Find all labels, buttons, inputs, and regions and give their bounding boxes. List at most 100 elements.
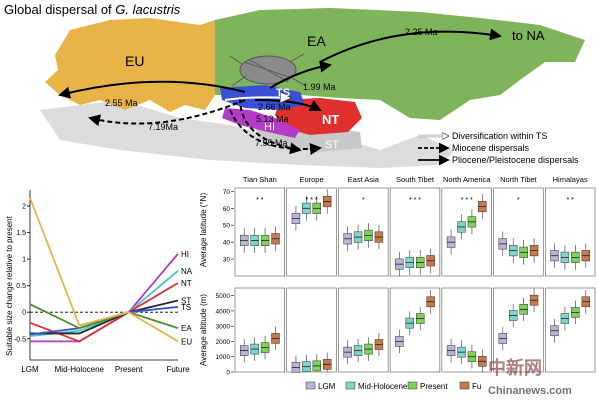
y-tick-label: 1.5 bbox=[16, 230, 26, 237]
label-ea: EA bbox=[307, 33, 326, 49]
y-tick-label: 0 bbox=[226, 370, 230, 377]
label-st: ST bbox=[325, 139, 339, 151]
y-tick-label: 1000 bbox=[216, 354, 231, 361]
panel-title: South Tibet bbox=[396, 175, 435, 184]
age-eu-miocene: 7.19Ma bbox=[148, 122, 178, 132]
y-tick-label: 3000 bbox=[216, 324, 231, 331]
age-eu-pliocene: 2.55 Ma bbox=[105, 98, 138, 108]
series-line-st bbox=[30, 299, 179, 335]
legend-swatch bbox=[459, 381, 470, 390]
arrow-hi-to-st bbox=[229, 109, 322, 155]
suitable-size-chart: -0.5 0 0.5 1 1.5 2 LGM Mid-Holocene Present Futur… bbox=[5, 190, 193, 374]
altitude-ylabel: Average altitude (m) bbox=[199, 294, 208, 366]
legend-miocene: Miocene dispersals bbox=[452, 143, 530, 153]
series-label-hi: HI bbox=[181, 250, 189, 259]
y-tick-label: -0.5 bbox=[14, 336, 26, 343]
legend-within-ts: Diversification within TS bbox=[452, 131, 547, 141]
line-chart-ylabel: Suitable size change relative to present bbox=[5, 215, 14, 355]
arrow-ts-to-ea bbox=[269, 60, 332, 89]
significance-stars: * * bbox=[256, 197, 264, 204]
series-label-eu: EU bbox=[181, 337, 192, 346]
y-tick-label: 50 bbox=[223, 223, 231, 230]
age-ea-na: 2.25 Ma bbox=[405, 27, 438, 37]
label-ts: TS bbox=[276, 87, 290, 99]
significance-stars: * * * bbox=[306, 197, 318, 204]
dispersal-arrows bbox=[58, 28, 502, 155]
legend-swatch bbox=[345, 381, 356, 390]
arrow-ts-to-eu-pliocene bbox=[58, 80, 246, 99]
watermark: 中新网 Chinanews.com bbox=[488, 357, 572, 397]
region-nt bbox=[275, 98, 362, 135]
x-tick-label: Present bbox=[115, 365, 143, 374]
y-tick-label: 0 bbox=[22, 310, 26, 317]
x-tick-label: LGM bbox=[21, 365, 39, 374]
y-tick-label: 60 bbox=[223, 206, 231, 213]
arrow-within-ts bbox=[224, 97, 290, 100]
panel-frame bbox=[493, 187, 544, 277]
watermark-cn: 中新网 bbox=[488, 357, 542, 378]
map-legend: Diversification within TS Miocene disper… bbox=[418, 131, 579, 166]
arrow-ts-to-nt bbox=[254, 99, 322, 111]
panel-title: Himalayas bbox=[553, 175, 588, 184]
significance-stars: * * * bbox=[461, 197, 473, 204]
panel-frame bbox=[338, 287, 389, 373]
panel-frame bbox=[544, 187, 596, 277]
series-line-ea bbox=[29, 303, 179, 330]
y-tick-label: 30 bbox=[223, 257, 231, 264]
label-hi: HI bbox=[264, 121, 275, 133]
panel-title: Tian Shan bbox=[243, 175, 277, 184]
series-line-eu bbox=[29, 197, 179, 343]
label-nt: NT bbox=[322, 112, 339, 127]
panel-frame bbox=[234, 187, 286, 277]
legend-pliocene: Pliocene/Pleistocene dispersals bbox=[452, 155, 579, 165]
legend-label: Fu bbox=[472, 382, 481, 391]
dispersal-map: Global dispersal of G. lacustris EU EA t… bbox=[0, 0, 598, 170]
significance-stars: * * * bbox=[409, 197, 421, 204]
y-tick-label: 5000 bbox=[216, 293, 231, 300]
panel-title: North Tibet bbox=[500, 175, 538, 184]
y-tick-label: 70 bbox=[223, 189, 231, 196]
significance-stars: * bbox=[362, 197, 365, 204]
panel-title: North America bbox=[443, 175, 491, 184]
y-tick-label: 4000 bbox=[216, 308, 231, 315]
period-legend: LGM Mid-Holocene Present Fu bbox=[305, 381, 481, 391]
age-hi-st: 7.95 Ma bbox=[255, 138, 288, 148]
panel-title: East Asia bbox=[348, 175, 380, 184]
label-na: to NA bbox=[512, 28, 545, 43]
x-tick-label: Future bbox=[166, 365, 190, 374]
legend-label: Mid-Holocene bbox=[358, 382, 408, 391]
age-ts-ea: 1.99 Ma bbox=[303, 82, 336, 92]
y-tick-label: 2000 bbox=[216, 339, 231, 346]
background-land bbox=[40, 100, 455, 168]
arrow-ts-to-eu-miocene bbox=[88, 99, 246, 127]
significance-stars: * * bbox=[566, 197, 574, 204]
y-tick-label: 2 bbox=[22, 203, 26, 210]
significance-stars: * bbox=[517, 197, 520, 204]
legend-swatch bbox=[305, 381, 316, 390]
y-tick-label: 1 bbox=[22, 257, 26, 264]
beetle-icon bbox=[229, 53, 307, 87]
panel-frame bbox=[286, 287, 337, 373]
watermark-en: Chinanews.com bbox=[488, 385, 572, 397]
panel-title: Europe bbox=[299, 175, 323, 184]
arrow-ea-to-na bbox=[319, 28, 502, 63]
y-tick-label: 0.5 bbox=[16, 283, 26, 290]
series-label-ts: TS bbox=[181, 303, 191, 312]
age-ts-nt: 2.66 Ma bbox=[258, 102, 291, 112]
legend-label: LGM bbox=[318, 382, 336, 391]
x-tick-label: Mid-Holocene bbox=[55, 365, 105, 374]
map-title: Global dispersal of G. lacustris bbox=[4, 2, 181, 17]
y-tick-label: 40 bbox=[223, 240, 231, 247]
latitude-ylabel: Average latitude (°N) bbox=[199, 193, 208, 268]
legend-label: Present bbox=[420, 382, 448, 391]
series-label-st: ST bbox=[181, 297, 191, 306]
region-hi bbox=[222, 108, 300, 138]
box-plot-grid: 30 40 50 60 70 Tian Shan * * Europe * * * East As… bbox=[199, 175, 596, 397]
series-label-ea: EA bbox=[181, 324, 192, 333]
age-ts-hi: 5.13 Ma bbox=[256, 114, 289, 124]
series-label-nt: NT bbox=[181, 279, 192, 288]
series-label-na: NA bbox=[181, 267, 193, 276]
panel-frame bbox=[234, 287, 286, 373]
label-eu: EU bbox=[125, 53, 144, 69]
legend-swatch bbox=[407, 381, 418, 390]
